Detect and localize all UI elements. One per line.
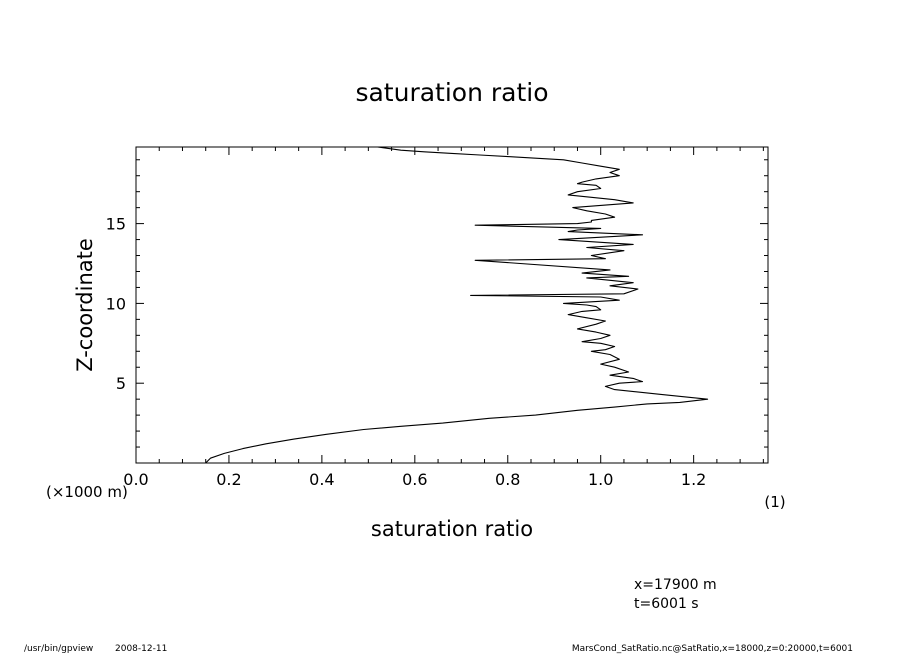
- x-position-annotation: x=17900 m: [634, 577, 717, 593]
- x-tick-label: 0.2: [216, 470, 241, 489]
- footer-date: 2008-12-11: [115, 644, 167, 654]
- y-tick-label: 15: [106, 215, 126, 234]
- x-axis-label: saturation ratio: [371, 517, 533, 541]
- y-tick-label: 10: [106, 294, 126, 313]
- x-axis-tick-labels: 0.0 0.2 0.4 0.6 0.8 1.0 1.2: [123, 470, 706, 489]
- y-axis-unit: (×1000 m): [46, 483, 128, 501]
- x-tick-label: 0.6: [402, 470, 427, 489]
- x-tick-label: 1.2: [681, 470, 706, 489]
- y-axis-ticks: [136, 159, 768, 448]
- y-axis-label: Z-coordinate: [73, 238, 97, 372]
- chart-title: saturation ratio: [355, 78, 548, 107]
- plot-frame: [135, 146, 769, 464]
- footer-source: MarsCond_SatRatio.nc@SatRatio,x=18000,z=…: [572, 644, 853, 654]
- x-tick-label: 0.4: [309, 470, 334, 489]
- saturation-ratio-series-line: [205, 146, 709, 464]
- footer-program: /usr/bin/gpview: [24, 644, 93, 654]
- y-tick-label: 5: [116, 374, 126, 393]
- y-axis-tick-labels: 5 10 15: [106, 215, 126, 394]
- x-tick-label: 0.8: [495, 470, 520, 489]
- x-axis-unit: (1): [764, 493, 785, 511]
- x-tick-label: 0.0: [123, 470, 148, 489]
- time-annotation: t=6001 s: [634, 596, 699, 612]
- x-axis-ticks: [135, 147, 764, 463]
- x-tick-label: 1.0: [588, 470, 613, 489]
